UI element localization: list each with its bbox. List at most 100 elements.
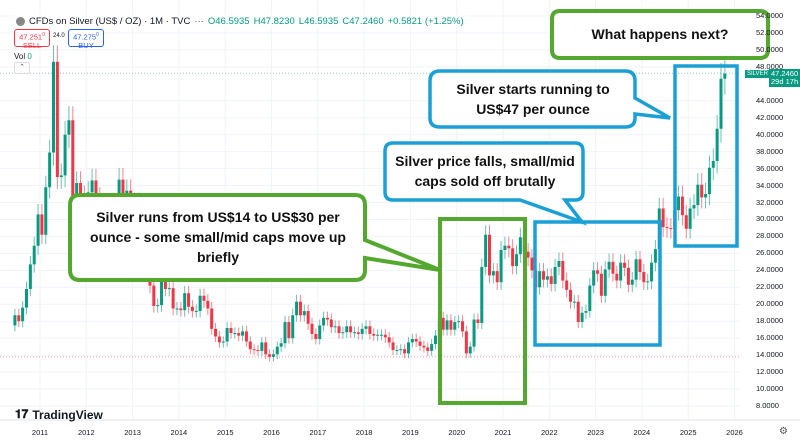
- candle-body: [298, 301, 302, 316]
- candle-body: [241, 331, 245, 336]
- candle-body: [511, 248, 515, 267]
- time-tick-label: 2017: [309, 428, 327, 437]
- callout-silver-starts-running: [428, 69, 671, 129]
- candle-body: [48, 152, 52, 188]
- candle-body: [275, 346, 279, 355]
- candle-body: [526, 251, 530, 258]
- candle-body: [696, 184, 700, 206]
- candle-body: [368, 326, 372, 334]
- candle-body: [688, 208, 692, 229]
- candle-body: [715, 128, 719, 161]
- candle-body: [414, 339, 418, 342]
- highlight-box-2025-rally: [673, 64, 739, 248]
- candle-body: [221, 341, 225, 343]
- time-tick-label: 2020: [448, 428, 466, 437]
- candle-body: [329, 319, 333, 328]
- collapse-legend-button[interactable]: ⌃: [14, 62, 30, 74]
- candle-body: [167, 288, 171, 290]
- candle-body: [214, 328, 218, 337]
- candle-body: [630, 279, 634, 285]
- more-icon[interactable]: ···: [194, 16, 204, 27]
- candle-body: [418, 341, 422, 346]
- candle-body: [406, 342, 410, 354]
- candle-body: [580, 312, 584, 323]
- candle-body: [325, 317, 329, 320]
- ohlc-change: +0.5821 (+1.25%): [387, 16, 464, 27]
- candle-body: [680, 196, 684, 216]
- candle-body: [13, 315, 17, 326]
- candle-body: [59, 175, 63, 178]
- candle-body: [542, 271, 546, 280]
- candle-body: [160, 272, 164, 306]
- candle-body: [518, 237, 522, 255]
- price-tick-label: 8.0000: [756, 400, 779, 410]
- ohlc-open: O46.5935: [207, 16, 250, 27]
- price-tick-label: 52.0000: [756, 27, 784, 37]
- candle-body: [661, 208, 665, 228]
- candle-body: [36, 214, 40, 246]
- candle-body: [611, 261, 615, 274]
- sell-price-sup: 0: [42, 32, 45, 38]
- candle-body: [210, 308, 214, 329]
- candle-body: [642, 272, 646, 283]
- tradingview-logo[interactable]: 𝟏𝟕 TradingView: [15, 407, 103, 422]
- settings-icon[interactable]: ⚙: [779, 426, 788, 437]
- candle-body: [17, 315, 21, 322]
- time-tick-label: 2026: [726, 428, 743, 437]
- candle-body: [707, 167, 711, 195]
- sell-button[interactable]: 47.2510 SELL: [14, 29, 50, 49]
- candle-body: [468, 346, 472, 354]
- candle-body: [445, 320, 449, 330]
- candle-body: [237, 333, 241, 336]
- time-tick-label: 2019: [402, 428, 419, 437]
- price-tick-label: 32.0000: [756, 197, 784, 207]
- candle-body: [615, 273, 619, 281]
- candle-body: [592, 270, 596, 286]
- time-tick-label: 2011: [31, 428, 49, 437]
- symbol-title[interactable]: CFDs on Silver (US$ / OZ) · 1M · TVC: [29, 16, 191, 27]
- last-price: 47.2460: [771, 69, 799, 78]
- candle-body: [472, 319, 476, 347]
- candle-body: [283, 322, 287, 344]
- candle-body: [572, 301, 576, 303]
- buy-button[interactable]: 47.2750 BUY: [68, 29, 104, 49]
- candle-body: [619, 262, 623, 281]
- candle-body: [190, 306, 194, 312]
- time-tick-label: 2022: [540, 428, 558, 437]
- time-tick-label: 2018: [355, 428, 373, 437]
- volume-label: Vol: [14, 52, 26, 61]
- price-tick-label: 48.0000: [756, 61, 784, 71]
- candle-body: [206, 300, 210, 309]
- candle-body: [52, 61, 56, 153]
- candle-body: [310, 323, 314, 334]
- candle-body: [252, 349, 256, 351]
- candle-body: [665, 227, 669, 229]
- price-tick-label: 26.0000: [756, 248, 784, 258]
- price-tick-label: 14.0000: [756, 350, 784, 360]
- candle-body: [441, 317, 445, 330]
- candle-body: [179, 308, 183, 311]
- candle-body: [650, 262, 654, 282]
- price-tick-label: 50.0000: [756, 44, 784, 54]
- candle-body: [487, 234, 491, 276]
- candle-body: [279, 343, 283, 347]
- candle-body: [638, 259, 642, 273]
- candle-body: [723, 73, 727, 79]
- candle-body: [225, 327, 229, 342]
- price-tick-label: 40.0000: [756, 129, 784, 139]
- time-tick-label: 2014: [170, 428, 188, 437]
- candle-body: [364, 326, 368, 329]
- candle-body: [538, 271, 542, 288]
- symbol-header[interactable]: CFDs on Silver (US$ / OZ) · 1M · TVC ···…: [13, 15, 467, 28]
- candle-body: [449, 320, 453, 330]
- candle-body: [403, 349, 407, 354]
- highlight-box-2020-rally: [438, 217, 527, 405]
- candle-body: [549, 276, 553, 284]
- candle-body: [175, 308, 179, 310]
- candle-body: [433, 335, 437, 345]
- price-tick-label: 10.0000: [756, 384, 784, 394]
- candle-body: [376, 334, 380, 336]
- candle-body: [271, 354, 275, 357]
- candle-body: [217, 336, 221, 343]
